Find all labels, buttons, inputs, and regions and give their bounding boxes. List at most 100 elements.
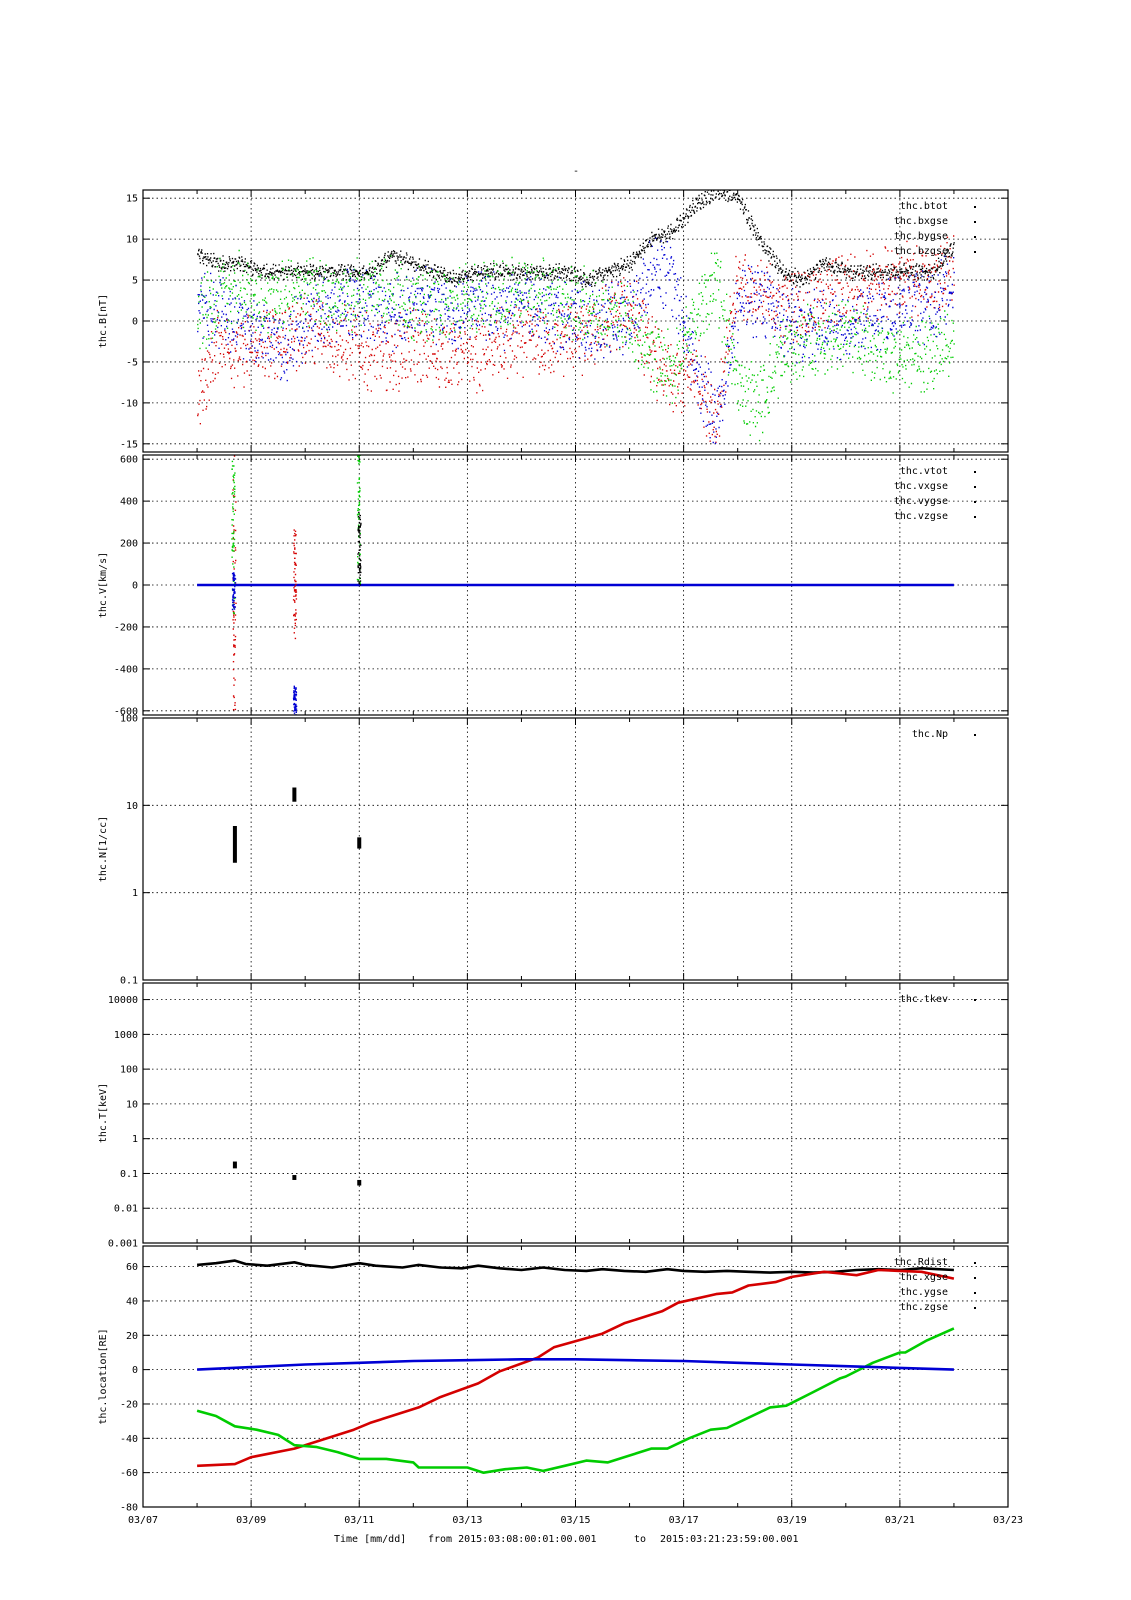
legend-entry: thc.tkev [900,994,948,1005]
y-tick-label: 15 [126,194,138,205]
y-tick-label: 0.1 [120,976,138,987]
data-cluster [292,1175,297,1180]
legend-entry: thc.xgse [900,1272,948,1283]
legend-marker [974,1292,976,1294]
y-tick-label: 40 [126,1296,138,1307]
y-tick-label: 1 [132,1134,138,1145]
y-tick-label: 0.1 [120,1169,138,1180]
chart-title: - [573,166,579,177]
spike-points [292,529,298,640]
panel-frame [142,1245,1009,1508]
panel-data-V [197,455,954,715]
legend-marker [974,1277,976,1279]
panel-frame [142,717,1009,981]
legend-marker [974,1307,976,1309]
time-range-end: 2015:03:21:23:59:00.001 [660,1534,798,1545]
panel-loc: 60 40 20 0 -20 -40 -60 -80 thc.location[RE] thc.R… [98,1245,1009,1514]
legend-marker [974,206,976,208]
y-tick-label: 0.01 [114,1204,138,1215]
legend-entry: thc.Np [912,729,948,740]
legend-entry: thc.vzgse [894,511,948,522]
panel-frame [142,454,1009,716]
y-tick-label: -10 [120,398,138,409]
time-axis: 03/07 03/09 03/11 03/13 03/15 03/17 03/19 03/21… [128,1515,1023,1526]
spike-points [292,685,298,715]
y-tick-label: -40 [120,1434,138,1445]
panel-B: 15 10 5 0 -5 -10 -15 thc.B[nT] thc.btot thc.bxgse… [98,189,1009,453]
y-tick-label: 200 [120,539,138,550]
y-axis-label: thc.location[RE] [98,1328,109,1424]
time-range-to: to [634,1534,646,1545]
panel-data-N [232,787,362,863]
panel-N: 100 10 1 0.1 thc.N[1/cc] thc.Np [98,714,1009,987]
legend-entry: thc.vtot [900,466,948,477]
legend-marker [974,999,976,1001]
y-tick-label: 5 [132,276,138,287]
series-thc.xgse [197,1268,955,1468]
y-tick-label: 600 [120,455,138,466]
y-axis-label: thc.N[1/cc] [98,816,109,882]
y-tick-label: -600 [114,706,138,717]
time-axis-label: Time [mm/dd] [334,1534,406,1545]
y-tick-label: -15 [120,439,138,450]
panel-T: 10000 1000 100 10 1 0.1 0.01 0.001 thc.T[keV] thc… [98,982,1009,1250]
time-range-from: from 2015:03:08:00:01:00.001 [428,1534,597,1545]
panel-frame [142,982,1009,1244]
time-axis-footer: Time [mm/dd] from 2015:03:08:00:01:00.00… [334,1534,798,1545]
y-tick-label: -60 [120,1468,138,1479]
y-tick-label: 60 [126,1262,138,1273]
legend-entry: thc.Rdist [894,1257,948,1268]
legend-entry: thc.zgse [900,1302,948,1313]
y-tick-label: 10 [126,235,138,246]
legend-entry: thc.ygse [900,1287,948,1298]
x-tick-label: 03/13 [452,1515,482,1526]
legend-marker [974,236,976,238]
legend-marker [974,251,976,253]
legend-entry: thc.bxgse [894,216,948,227]
y-tick-label: 0.001 [108,1239,138,1250]
legend-entry: thc.bzgse [894,246,948,257]
legend-entry: thc.vxgse [894,481,948,492]
series-thc.zgse [197,1358,954,1371]
data-cluster [357,837,362,849]
panel-frame [142,189,1009,453]
x-tick-label: 03/07 [128,1515,158,1526]
legend-marker [974,516,976,518]
spike-points [357,511,362,586]
legend-marker [974,486,976,488]
x-tick-label: 03/17 [669,1515,699,1526]
y-tick-label: -200 [114,622,138,633]
y-axis-label: thc.B[nT] [98,294,109,348]
y-tick-label: 10 [126,801,138,812]
panels: 151050-5-10-15thc.B[nT]thc.btotthc.bxgse… [98,189,1009,1514]
x-tick-label: 03/19 [777,1515,807,1526]
y-tick-label: -20 [120,1399,138,1410]
data-cluster [232,825,237,863]
panel-data-B [197,190,955,444]
data-cluster [232,1161,237,1169]
y-tick-label: 0 [132,581,138,592]
y-tick-label: -400 [114,664,138,675]
x-tick-label: 03/23 [993,1515,1023,1526]
y-axis-label: thc.T[keV] [98,1083,109,1143]
y-tick-label: 1000 [114,1030,138,1041]
x-tick-label: 03/11 [344,1515,374,1526]
y-tick-label: 0 [132,1365,138,1376]
legend-entry: thc.bygse [894,231,948,242]
legend-marker [974,501,976,503]
y-axis-label: thc.V[km/s] [98,552,109,618]
legend-marker [974,1262,976,1264]
y-tick-label: -80 [120,1503,138,1514]
y-tick-label: 100 [120,1065,138,1076]
series-thc.bzgse [197,237,955,444]
y-tick-label: 0 [132,317,138,328]
y-tick-label: 1 [132,888,138,899]
panel-data-T [232,1161,362,1186]
series-thc.ygse [196,1327,955,1474]
panel-V: 600 400 200 0 -200 -400 -600 thc.V[km/s] thc.vto… [98,454,1009,717]
x-tick-label: 03/15 [560,1515,590,1526]
series-thc.bygse [197,249,955,442]
legend-marker [974,221,976,223]
y-tick-label: 10000 [108,995,138,1006]
